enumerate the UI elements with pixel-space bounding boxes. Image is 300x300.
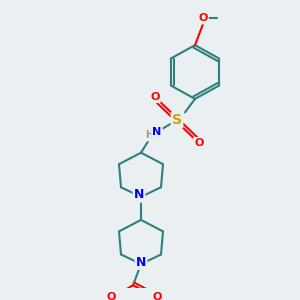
Text: N: N <box>136 256 146 268</box>
Text: O: O <box>150 92 160 102</box>
Text: S: S <box>172 113 182 127</box>
Text: H: H <box>145 130 153 140</box>
Text: O: O <box>198 13 208 23</box>
Text: O: O <box>106 292 116 300</box>
Text: O: O <box>152 292 162 300</box>
Text: N: N <box>134 188 144 201</box>
Text: O: O <box>194 138 204 148</box>
Text: N: N <box>152 127 162 136</box>
